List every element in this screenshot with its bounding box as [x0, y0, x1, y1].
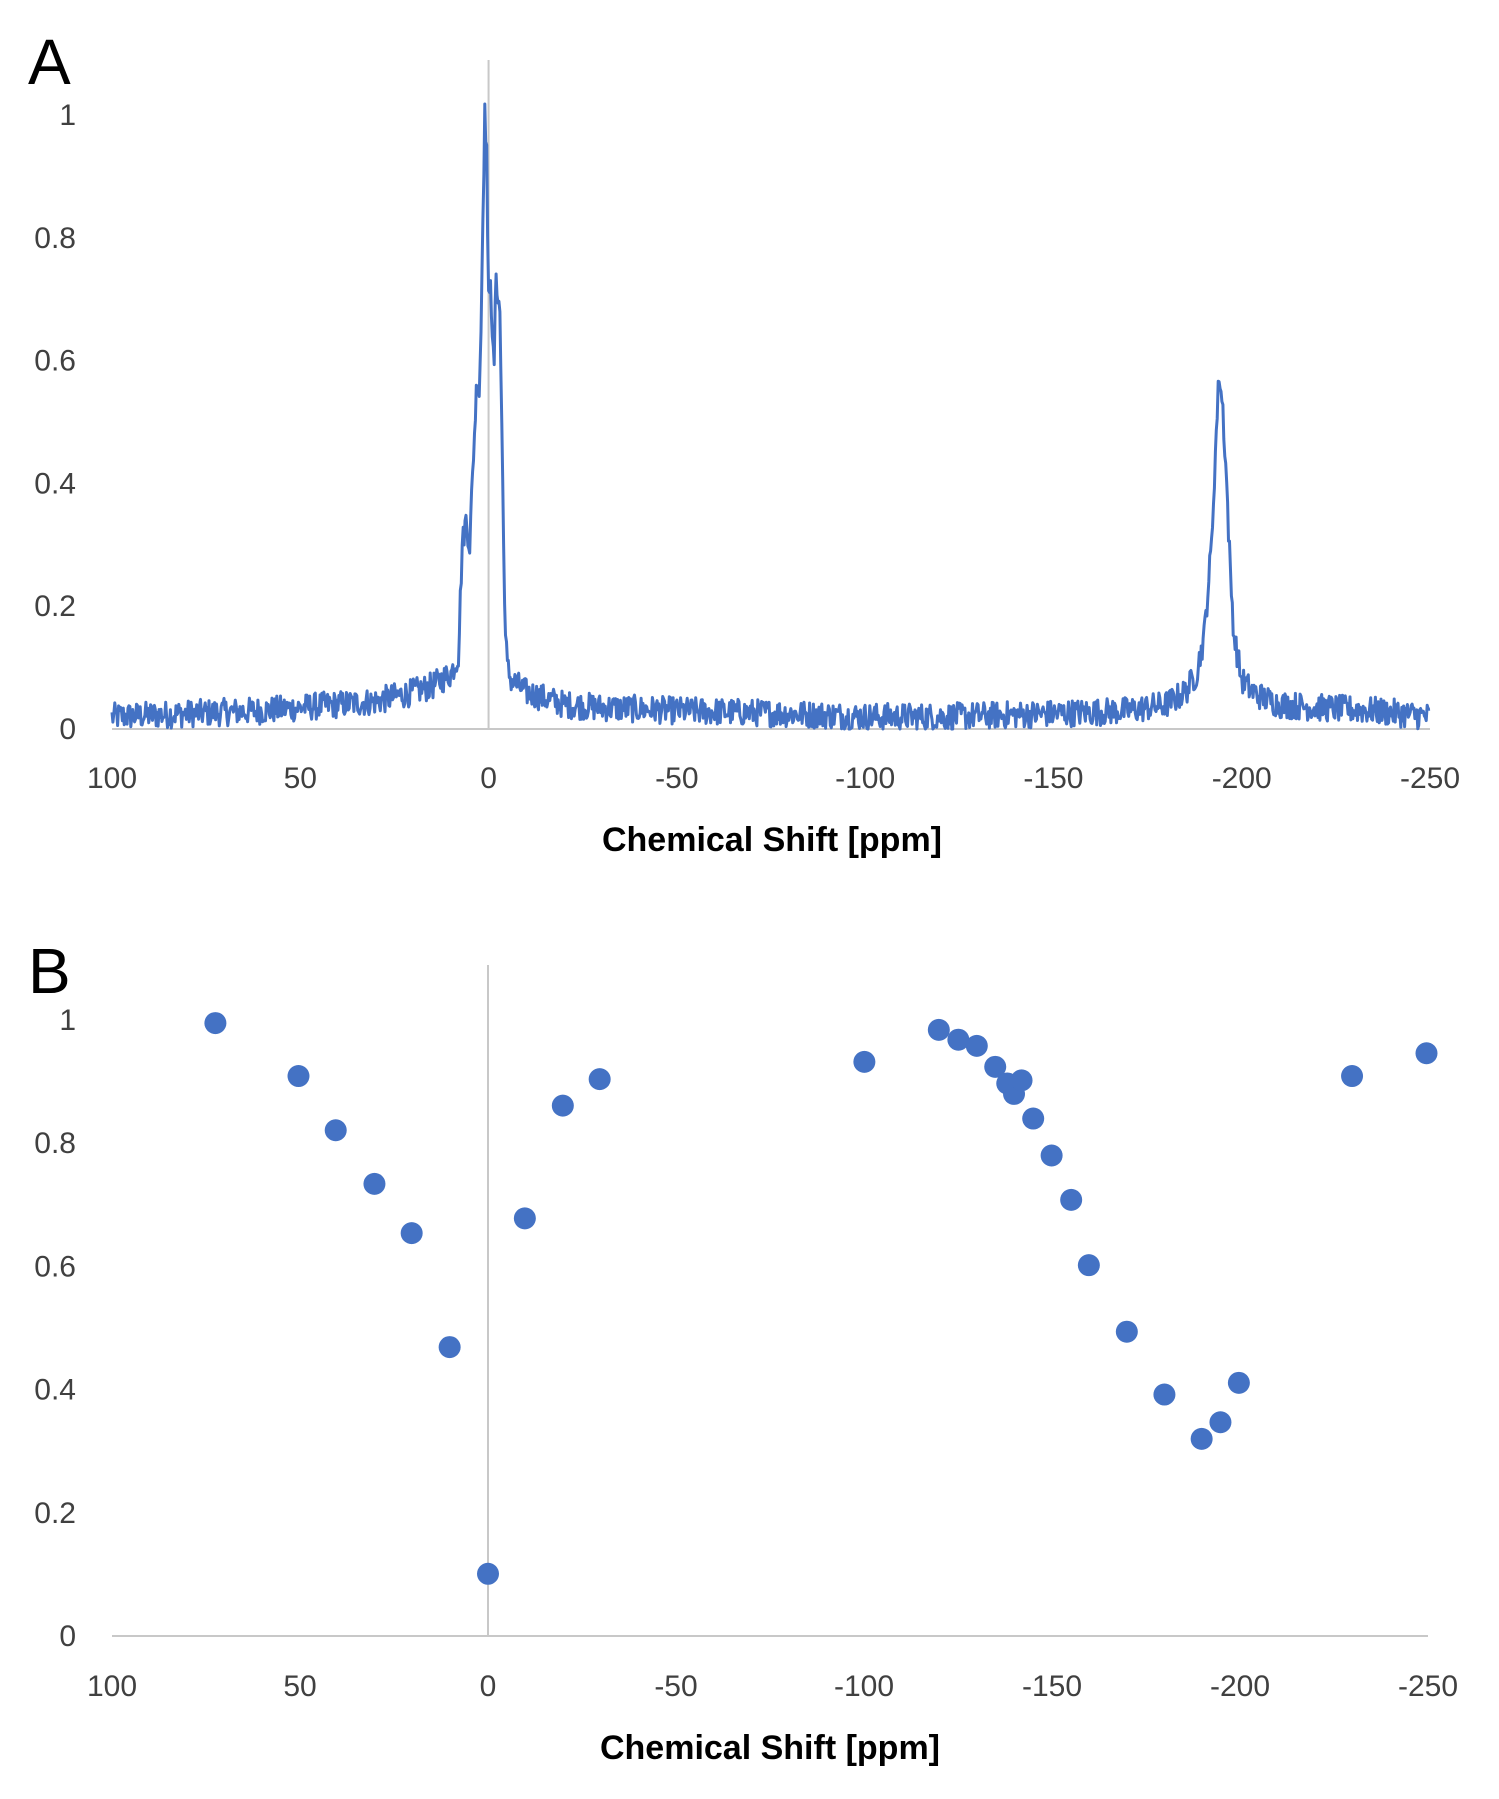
scatter-point	[984, 1055, 1007, 1078]
x-tick-label: -100	[834, 1670, 894, 1703]
x-axis-title-b: Chemical Shift [ppm]	[600, 1729, 940, 1767]
scatter-point	[1227, 1371, 1250, 1394]
scatter-point	[477, 1562, 499, 1585]
y-tick-label: 0	[59, 713, 76, 746]
x-tick-label: -200	[1212, 762, 1272, 795]
x-tick-labels-a: 100 50 0 -50 -100 -150 -200 -250	[87, 762, 1460, 795]
scatter-point	[1010, 1069, 1033, 1092]
scatter-point	[588, 1068, 611, 1091]
scatter-point	[853, 1050, 876, 1073]
x-tick-label: 0	[480, 1670, 497, 1703]
scatter-point	[1115, 1320, 1138, 1343]
spectrum-line	[110, 102, 1431, 731]
chart-panel-a: A 0 0.2 0.4 0.6 0.8 1 100 50 0 -50 -100 -150 -200 -2…	[28, 26, 1460, 859]
x-tick-label: 50	[284, 762, 317, 795]
chart-panel-b: B 0 0.2 0.4 0.6 0.8 1 100 50 0 -50 -100 -150 -200 -2…	[28, 935, 1458, 1767]
y-tick-label: 0.6	[34, 1250, 76, 1283]
scatter-points	[204, 1012, 1438, 1585]
y-tick-label: 1	[59, 1004, 76, 1037]
scatter-point	[400, 1222, 423, 1245]
y-tick-label: 1	[59, 99, 76, 132]
x-tick-label: 100	[87, 762, 137, 795]
scatter-point	[204, 1012, 227, 1035]
scatter-point	[927, 1018, 950, 1041]
scatter-point	[1077, 1254, 1100, 1277]
y-tick-label: 0	[59, 1620, 76, 1653]
scatter-point	[1040, 1144, 1063, 1167]
panel-letter-a: A	[28, 26, 71, 98]
scatter-point	[1415, 1042, 1438, 1065]
scatter-point	[363, 1172, 386, 1195]
scatter-point	[1341, 1065, 1364, 1088]
scatter-point	[1022, 1107, 1045, 1130]
x-tick-label: -250	[1398, 1670, 1458, 1703]
scatter-point	[1190, 1427, 1213, 1450]
y-tick-label: 0.8	[34, 1127, 76, 1160]
scatter-point	[324, 1119, 347, 1142]
x-tick-label: -150	[1022, 1670, 1082, 1703]
panel-letter-b: B	[28, 935, 71, 1007]
x-tick-label: 0	[480, 762, 497, 795]
y-tick-labels-b: 0 0.2 0.4 0.6 0.8 1	[34, 1004, 76, 1653]
y-tick-label: 0.4	[34, 467, 76, 500]
x-tick-label: -150	[1023, 762, 1083, 795]
x-tick-label: -50	[655, 762, 698, 795]
x-tick-label: -50	[654, 1670, 697, 1703]
scatter-point	[287, 1065, 310, 1088]
scatter-point	[1153, 1383, 1176, 1406]
x-tick-labels-b: 100 50 0 -50 -100 -150 -200 -250	[87, 1670, 1458, 1703]
x-tick-label: -250	[1400, 762, 1460, 795]
y-tick-label: 0.6	[34, 345, 76, 378]
x-tick-label: -100	[835, 762, 895, 795]
scatter-point	[1209, 1411, 1232, 1434]
scatter-point	[965, 1034, 988, 1057]
y-tick-label: 0.4	[34, 1374, 76, 1407]
x-tick-label: 100	[87, 1670, 137, 1703]
y-tick-label: 0.8	[34, 222, 76, 255]
scatter-point	[438, 1336, 461, 1359]
scatter-point	[551, 1094, 574, 1117]
y-tick-label: 0.2	[34, 1497, 76, 1530]
x-axis-title-a: Chemical Shift [ppm]	[602, 821, 942, 859]
scatter-point	[947, 1028, 970, 1051]
y-tick-labels-a: 0 0.2 0.4 0.6 0.8 1	[34, 99, 76, 746]
scatter-point	[1060, 1188, 1083, 1211]
x-tick-label: 50	[283, 1670, 316, 1703]
x-tick-label: -200	[1210, 1670, 1270, 1703]
scatter-point	[513, 1207, 536, 1230]
y-tick-label: 0.2	[34, 590, 76, 623]
